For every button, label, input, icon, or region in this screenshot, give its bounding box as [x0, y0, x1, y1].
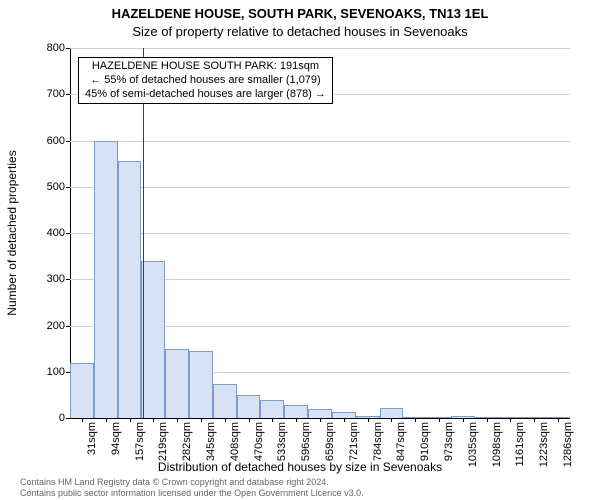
chart-container: HAZELDENE HOUSE, SOUTH PARK, SEVENOAKS, … — [0, 0, 600, 500]
annotation-line: 45% of semi-detached houses are larger (… — [85, 88, 326, 102]
x-tick-mark — [296, 418, 297, 422]
title-sub: Size of property relative to detached ho… — [0, 24, 600, 39]
x-tick-mark — [249, 418, 250, 422]
x-tick-mark — [272, 418, 273, 422]
y-tick-label: 500 — [25, 181, 65, 193]
x-tick-label: 219sqm — [157, 422, 169, 461]
histogram-bar — [237, 395, 261, 418]
gridline — [70, 48, 570, 49]
footer-credits: Contains HM Land Registry data © Crown c… — [20, 477, 364, 498]
x-tick-mark — [368, 418, 369, 422]
x-tick-mark — [391, 418, 392, 422]
title-main: HAZELDENE HOUSE, SOUTH PARK, SEVENOAKS, … — [0, 6, 600, 21]
y-tick-label: 200 — [25, 320, 65, 332]
x-tick-label: 596sqm — [300, 422, 312, 461]
y-tick-label: 100 — [25, 366, 65, 378]
y-tick-label: 0 — [25, 412, 65, 424]
histogram-bar — [308, 409, 332, 418]
gridline — [70, 187, 570, 188]
x-tick-mark — [487, 418, 488, 422]
x-tick-label: 973sqm — [443, 422, 455, 461]
x-tick-label: 157sqm — [134, 422, 146, 461]
x-tick-label: 533sqm — [276, 422, 288, 461]
x-tick-mark — [510, 418, 511, 422]
y-tick-label: 800 — [25, 42, 65, 54]
histogram-bar — [70, 363, 94, 419]
y-tick-label: 400 — [25, 227, 65, 239]
x-tick-mark — [225, 418, 226, 422]
x-tick-label: 847sqm — [395, 422, 407, 461]
x-tick-label: 31sqm — [86, 422, 98, 455]
y-axis-label: Number of detached properties — [5, 150, 19, 315]
x-tick-label: 345sqm — [205, 422, 217, 461]
x-tick-mark — [558, 418, 559, 422]
x-tick-mark — [82, 418, 83, 422]
x-tick-mark — [439, 418, 440, 422]
x-tick-mark — [153, 418, 154, 422]
histogram-bar — [118, 161, 142, 418]
gridline — [70, 141, 570, 142]
histogram-bar — [380, 408, 404, 418]
histogram-bar — [94, 141, 118, 419]
footer-line2: Contains public sector information licen… — [20, 488, 364, 498]
x-tick-mark — [130, 418, 131, 422]
histogram-bar — [189, 351, 213, 418]
annotation-box: HAZELDENE HOUSE SOUTH PARK: 191sqm← 55% … — [78, 57, 333, 104]
histogram-bar — [165, 349, 189, 418]
histogram-bar — [284, 405, 308, 418]
x-tick-mark — [534, 418, 535, 422]
x-tick-label: 721sqm — [348, 422, 360, 461]
x-tick-label: 470sqm — [253, 422, 265, 461]
x-tick-label: 784sqm — [372, 422, 384, 461]
x-tick-mark — [344, 418, 345, 422]
x-tick-label: 910sqm — [419, 422, 431, 461]
histogram-bar — [141, 261, 165, 418]
footer-line1: Contains HM Land Registry data © Crown c… — [20, 477, 364, 487]
annotation-line: ← 55% of detached houses are smaller (1,… — [85, 74, 326, 88]
x-tick-mark — [463, 418, 464, 422]
x-tick-label: 94sqm — [110, 422, 122, 455]
y-tick-label: 600 — [25, 135, 65, 147]
annotation-line: HAZELDENE HOUSE SOUTH PARK: 191sqm — [85, 60, 326, 74]
x-tick-label: 408sqm — [229, 422, 241, 461]
x-tick-mark — [415, 418, 416, 422]
x-tick-mark — [201, 418, 202, 422]
x-axis-label: Distribution of detached houses by size … — [0, 460, 600, 474]
x-tick-mark — [106, 418, 107, 422]
x-tick-mark — [320, 418, 321, 422]
y-tick-label: 700 — [25, 88, 65, 100]
y-tick-label: 300 — [25, 273, 65, 285]
histogram-bar — [213, 384, 237, 418]
x-tick-mark — [177, 418, 178, 422]
histogram-bar — [260, 400, 284, 419]
x-tick-label: 282sqm — [181, 422, 193, 461]
gridline — [70, 233, 570, 234]
x-tick-label: 659sqm — [324, 422, 336, 461]
